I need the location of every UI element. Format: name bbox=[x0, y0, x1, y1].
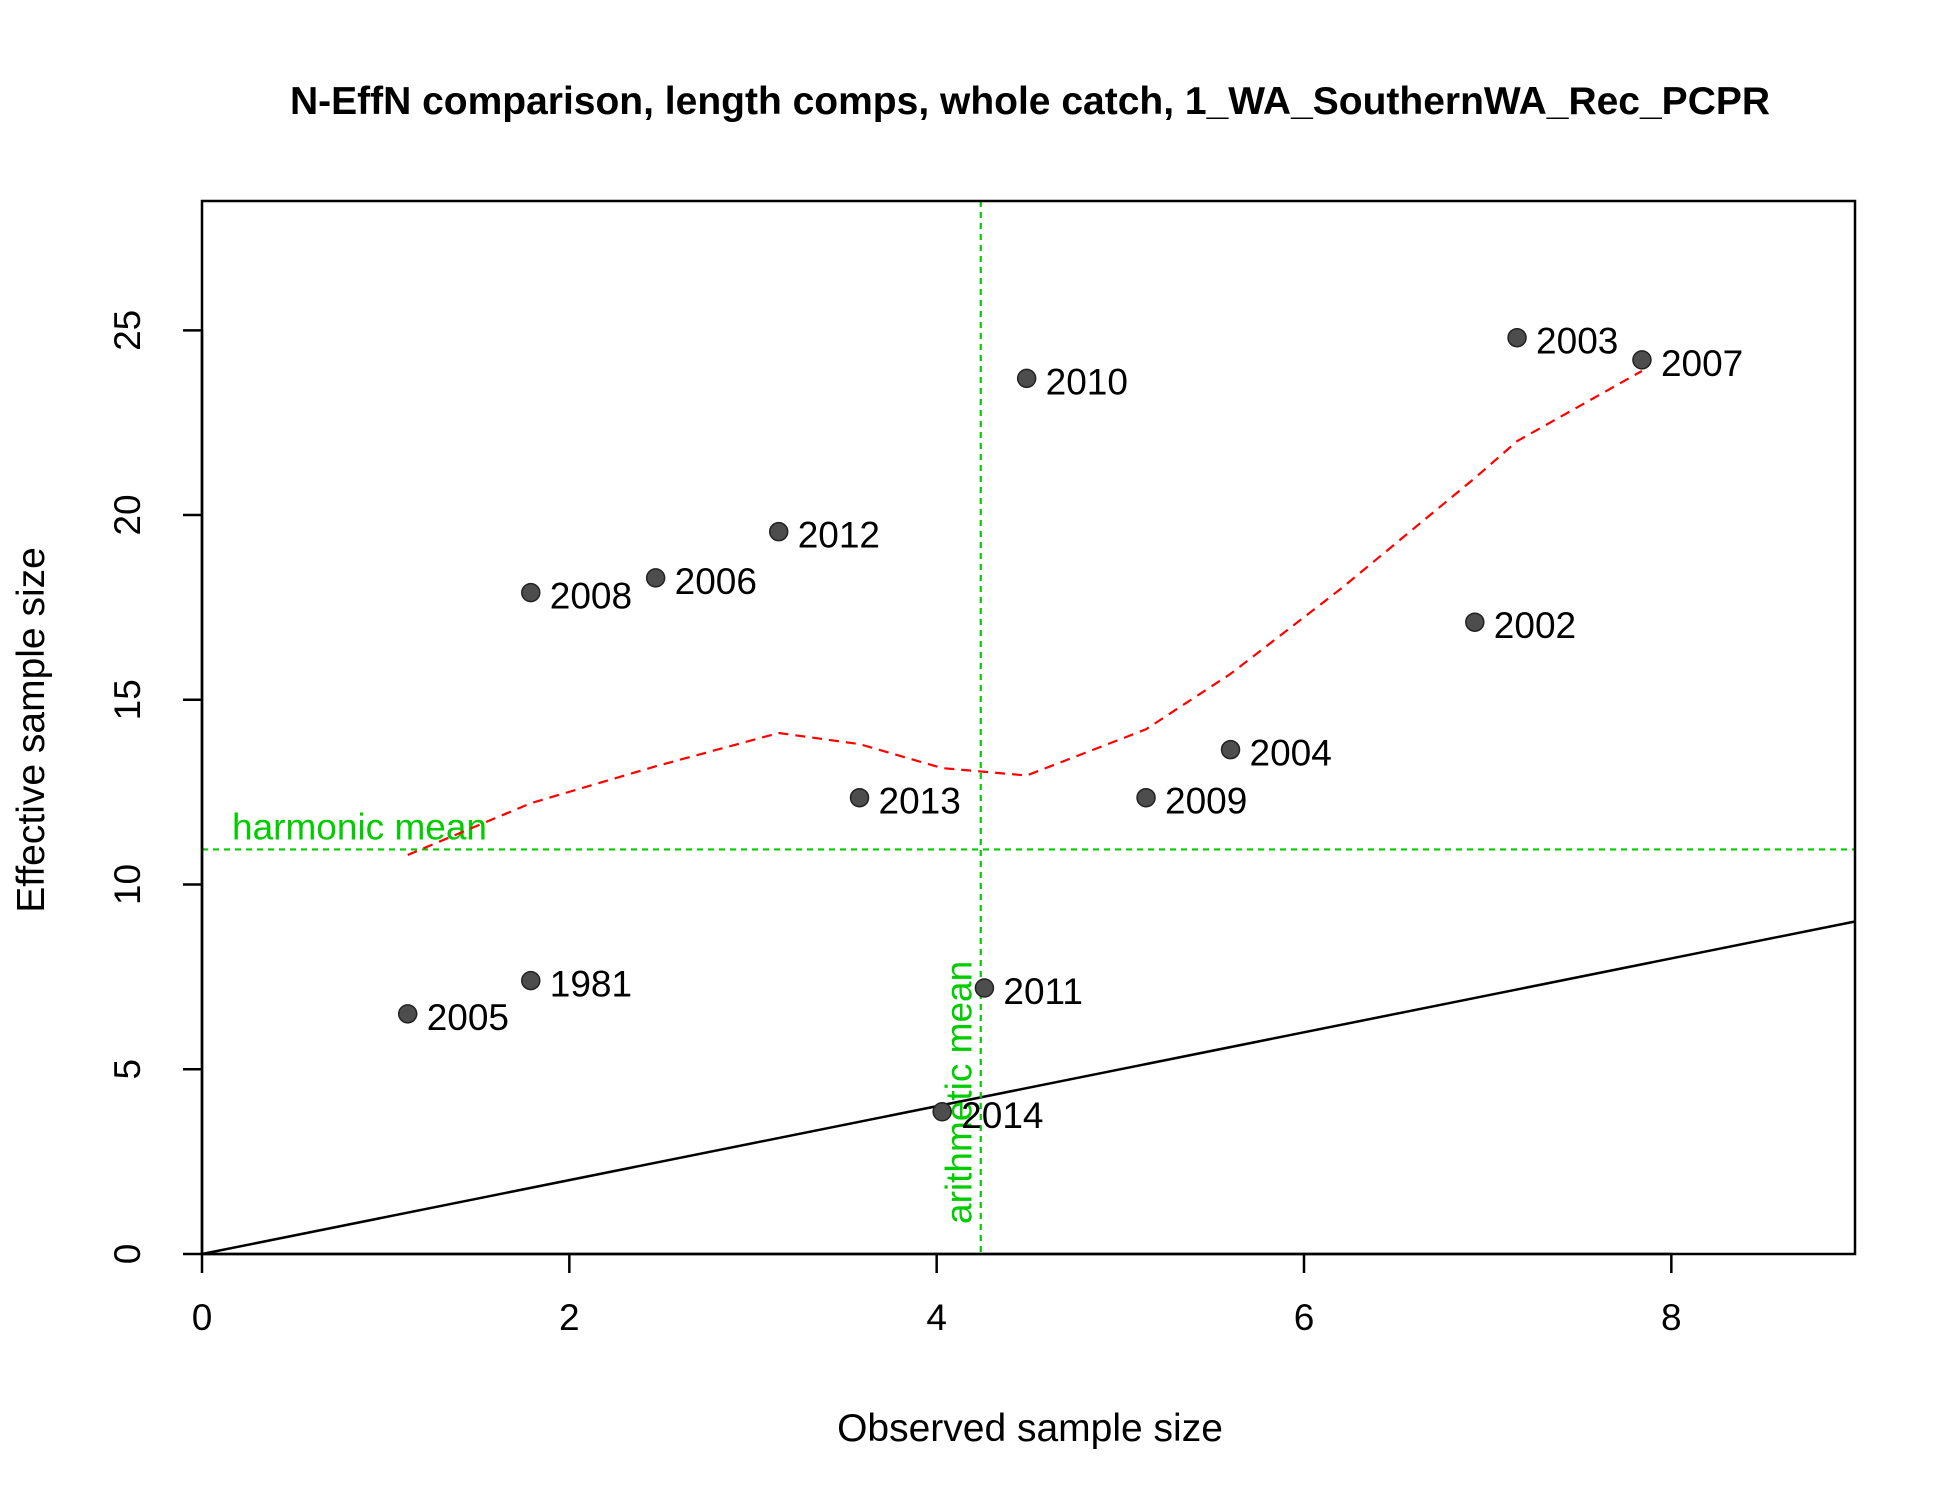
point-label-2003: 2003 bbox=[1536, 321, 1618, 362]
data-point-2010 bbox=[1016, 368, 1037, 389]
point-label-2004: 2004 bbox=[1250, 733, 1332, 774]
point-label-2011: 2011 bbox=[1003, 971, 1083, 1012]
y-tick-label-25: 25 bbox=[107, 310, 148, 351]
smoother-line bbox=[407, 370, 1643, 857]
x-tick-label-2: 2 bbox=[559, 1297, 580, 1338]
point-label-2010: 2010 bbox=[1046, 361, 1128, 402]
plot-frame bbox=[200, 199, 1857, 1256]
point-label-2014: 2014 bbox=[961, 1095, 1043, 1136]
y-tick-label-5: 5 bbox=[107, 1059, 148, 1080]
data-point-2009 bbox=[1136, 787, 1156, 808]
arithmetic-mean-label: arithmetic mean bbox=[939, 961, 980, 1224]
y-tick-label-10: 10 bbox=[107, 864, 148, 905]
point-label-2009: 2009 bbox=[1165, 781, 1247, 822]
x-tick-label-0: 0 bbox=[192, 1297, 213, 1338]
data-point-2006 bbox=[645, 568, 666, 588]
point-label-2006: 2006 bbox=[675, 561, 757, 602]
points-layer: 1981 2002 2003 2004 2005 2006 2007 2008 2009 2010… bbox=[397, 321, 1743, 1136]
data-point-2002 bbox=[1465, 612, 1485, 632]
point-label-2012: 2012 bbox=[798, 515, 880, 556]
data-point-1981 bbox=[521, 970, 541, 991]
data-point-2008 bbox=[521, 582, 541, 603]
chart-title: N-EffN comparison, length comps, whole c… bbox=[290, 80, 1770, 123]
point-label-2002: 2002 bbox=[1494, 605, 1576, 646]
data-point-2013 bbox=[849, 787, 870, 808]
point-label-2005: 2005 bbox=[427, 997, 509, 1038]
data-point-2011 bbox=[974, 978, 995, 998]
point-label-2013: 2013 bbox=[879, 781, 961, 822]
x-tick-label-8: 8 bbox=[1661, 1297, 1682, 1338]
data-point-2012 bbox=[768, 521, 789, 542]
y-tick-label-15: 15 bbox=[107, 679, 148, 720]
x-tick-label-6: 6 bbox=[1294, 1297, 1315, 1338]
smoother-layer bbox=[407, 370, 1643, 857]
point-label-2008: 2008 bbox=[550, 576, 632, 617]
identity-line-layer bbox=[201, 920, 1856, 1256]
data-point-2007 bbox=[1632, 350, 1652, 370]
y-tick-label-0: 0 bbox=[107, 1244, 148, 1265]
data-point-2005 bbox=[397, 1004, 418, 1024]
x-tick-label-4: 4 bbox=[926, 1297, 947, 1338]
harmonic-mean-label: harmonic mean bbox=[232, 806, 487, 847]
data-point-2014 bbox=[932, 1102, 952, 1122]
point-label-1981: 1981 bbox=[550, 964, 632, 1005]
mean-lines-layer: harmonic mean arithmetic mean bbox=[202, 201, 1855, 1254]
point-label-2007: 2007 bbox=[1661, 343, 1743, 384]
data-point-2004 bbox=[1220, 739, 1241, 760]
y-axis-label: Effective sample size bbox=[10, 547, 53, 913]
identity-line bbox=[201, 920, 1856, 1256]
y-tick-label-20: 20 bbox=[107, 494, 148, 535]
data-point-2003 bbox=[1507, 327, 1527, 348]
x-axis-label: Observed sample size bbox=[837, 1407, 1223, 1450]
